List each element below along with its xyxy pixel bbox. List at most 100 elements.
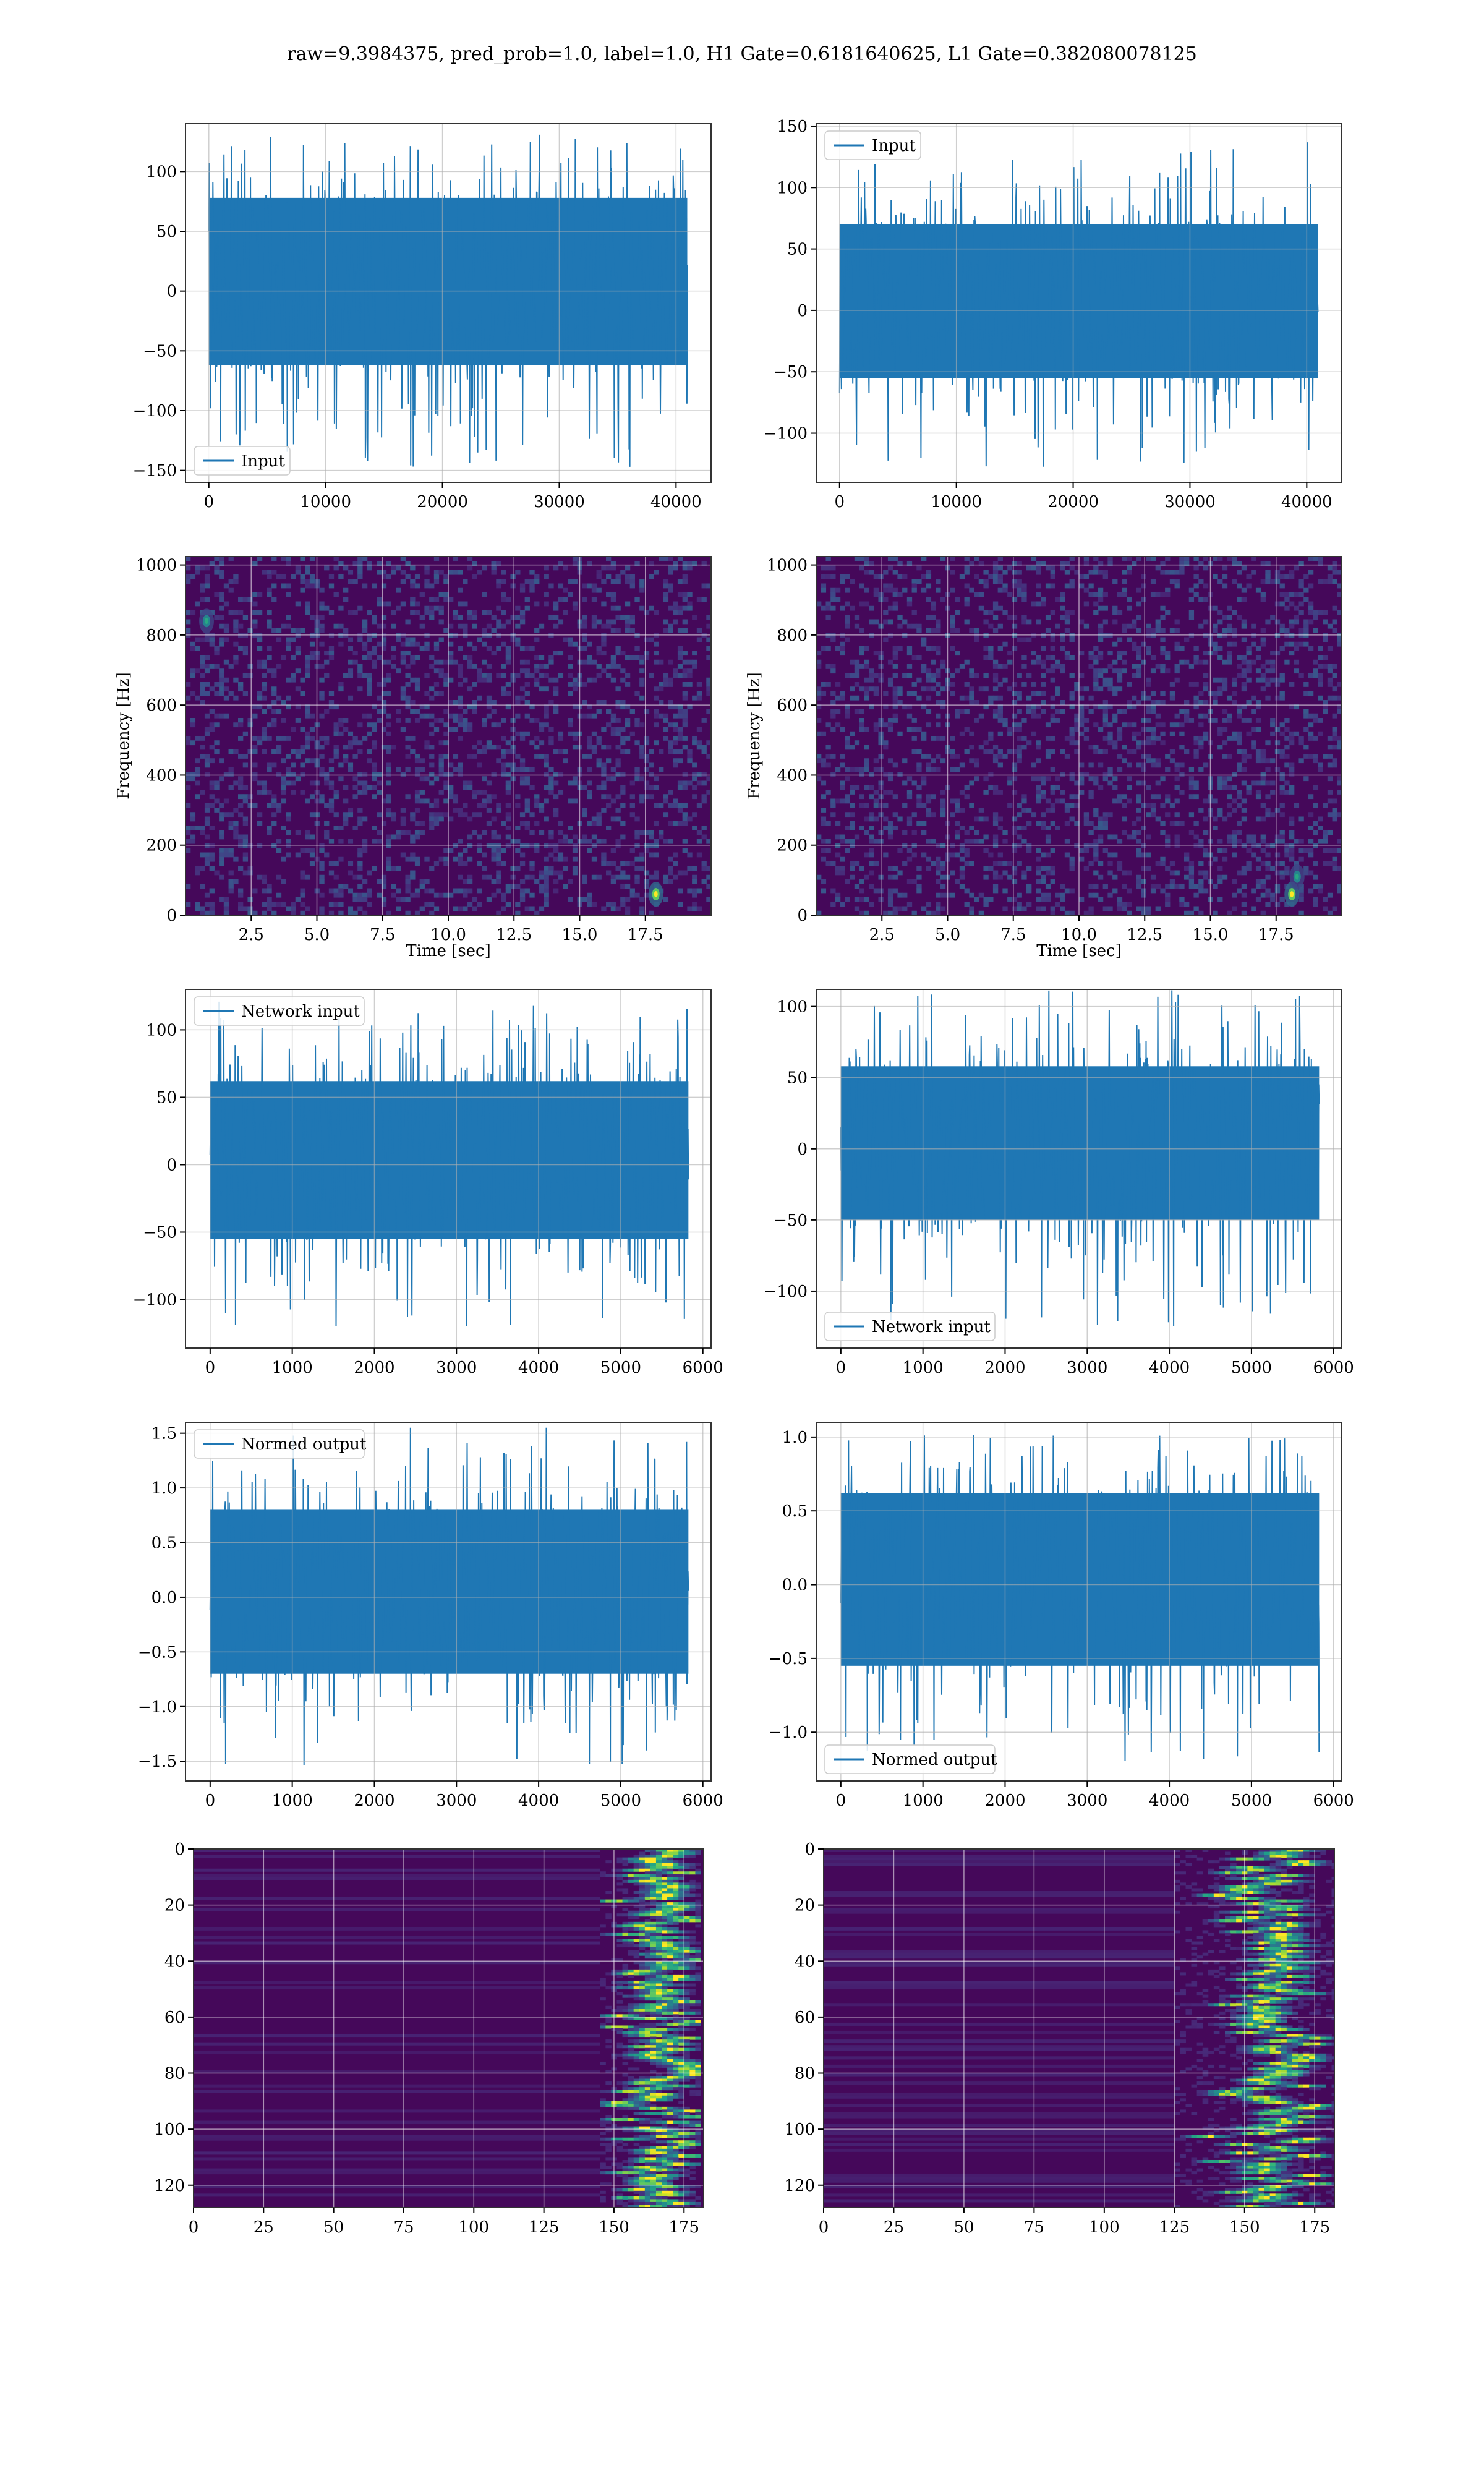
x-tick-label: 25 <box>254 2218 274 2237</box>
x-tick-label: 50 <box>953 2218 974 2237</box>
legend: Normed output <box>825 1745 997 1774</box>
legend-label: Network input <box>241 1002 360 1021</box>
y-axis-label: Frequency [Hz] <box>114 672 133 800</box>
y-tick-label: 150 <box>777 117 808 136</box>
signal-line <box>841 1435 1320 1761</box>
y-tick-label: −50 <box>774 363 808 382</box>
y-tick-label: −150 <box>133 462 177 480</box>
x-tick-label: 5.0 <box>935 926 960 944</box>
legend: Input <box>825 131 921 160</box>
x-tick-label: 3000 <box>1067 1359 1107 1377</box>
x-axis-label: Time [sec] <box>406 942 491 960</box>
signal-line <box>210 1002 689 1326</box>
y-tick-label: 800 <box>146 626 177 645</box>
x-tick-label: 6000 <box>683 1359 723 1377</box>
x-tick-label: 40000 <box>650 493 702 511</box>
y-tick-label: 80 <box>795 2065 815 2083</box>
x-tick-label: 6000 <box>1313 1791 1354 1810</box>
x-tick-label: 125 <box>529 2218 560 2237</box>
x-tick-label: 40000 <box>1281 493 1333 511</box>
x-tick-label: 2000 <box>984 1791 1025 1810</box>
legend: Network input <box>825 1312 995 1341</box>
y-axis-label: Frequency [Hz] <box>745 672 764 800</box>
y-tick-label: −100 <box>764 425 808 443</box>
y-tick-label: 0.0 <box>782 1576 808 1595</box>
y-tick-label: 0 <box>797 907 808 925</box>
y-tick-label: 50 <box>156 223 177 241</box>
x-tick-label: 6000 <box>683 1791 723 1810</box>
y-tick-label: 0 <box>166 907 177 925</box>
legend: Input <box>194 446 290 475</box>
legend: Normed output <box>194 1430 367 1458</box>
x-tick-label: 2000 <box>984 1359 1025 1377</box>
x-tick-label: 0 <box>205 1359 216 1377</box>
y-tick-label: 100 <box>777 179 808 197</box>
signal-line <box>209 135 688 467</box>
x-tick-label: 0 <box>836 1791 846 1810</box>
x-tick-label: 3000 <box>1067 1791 1107 1810</box>
x-tick-label: 6000 <box>1313 1359 1354 1377</box>
heatmap-cells <box>824 1849 1337 2208</box>
y-tick-label: −50 <box>143 1223 177 1242</box>
y-tick-label: 1.0 <box>151 1479 177 1498</box>
y-tick-label: 600 <box>777 696 808 715</box>
y-tick-label: 400 <box>146 766 177 785</box>
y-tick-label: 600 <box>146 696 177 715</box>
y-tick-label: 1.5 <box>151 1425 177 1443</box>
x-tick-label: 175 <box>1299 2218 1330 2237</box>
y-tick-label: 0 <box>804 1840 815 1859</box>
y-tick-label: 100 <box>784 2120 815 2139</box>
y-tick-label: 400 <box>777 766 808 785</box>
legend-label: Normed output <box>241 1435 367 1454</box>
y-tick-label: −1.5 <box>138 1752 177 1771</box>
legend-label: Network input <box>872 1318 991 1336</box>
y-tick-label: 40 <box>795 1952 815 1971</box>
y-tick-label: −100 <box>764 1283 808 1301</box>
y-tick-label: 200 <box>777 837 808 855</box>
x-tick-label: 150 <box>1229 2218 1260 2237</box>
signal-line <box>840 142 1318 467</box>
x-tick-label: 20000 <box>1047 493 1099 511</box>
x-tick-label: 7.5 <box>370 926 395 944</box>
y-tick-label: 80 <box>164 2065 185 2083</box>
x-tick-label: 15.0 <box>1193 926 1229 944</box>
feature-peak <box>654 891 658 897</box>
x-tick-label: 75 <box>393 2218 414 2237</box>
legend-label: Input <box>241 452 285 471</box>
y-tick-label: 60 <box>795 2009 815 2027</box>
x-tick-label: 0 <box>836 1359 846 1377</box>
x-tick-label: 5000 <box>600 1359 641 1377</box>
x-tick-label: 15.0 <box>562 926 598 944</box>
x-tick-label: 30000 <box>534 493 585 511</box>
legend: Network input <box>194 997 364 1025</box>
x-tick-label: 75 <box>1024 2218 1044 2237</box>
x-tick-label: 20000 <box>417 493 468 511</box>
y-tick-label: 100 <box>146 1021 177 1039</box>
x-tick-label: 25 <box>884 2218 904 2237</box>
y-tick-label: 1000 <box>136 557 177 575</box>
y-tick-label: −50 <box>774 1211 808 1230</box>
y-tick-label: −1.0 <box>769 1723 808 1742</box>
x-tick-label: 1000 <box>272 1791 313 1810</box>
legend-label: Normed output <box>872 1751 997 1769</box>
y-tick-label: 50 <box>787 241 808 259</box>
y-tick-label: 20 <box>164 1897 185 1915</box>
x-tick-label: 12.5 <box>1127 926 1162 944</box>
x-tick-label: 4000 <box>518 1359 559 1377</box>
x-tick-label: 1000 <box>903 1791 944 1810</box>
x-tick-label: 100 <box>458 2218 489 2237</box>
x-tick-label: 5000 <box>1231 1359 1272 1377</box>
x-tick-label: 1000 <box>903 1359 944 1377</box>
x-tick-label: 4000 <box>1149 1791 1190 1810</box>
x-tick-label: 5.0 <box>304 926 330 944</box>
y-tick-label: 0.0 <box>151 1589 177 1607</box>
x-tick-label: 50 <box>323 2218 344 2237</box>
y-tick-label: 100 <box>777 998 808 1017</box>
